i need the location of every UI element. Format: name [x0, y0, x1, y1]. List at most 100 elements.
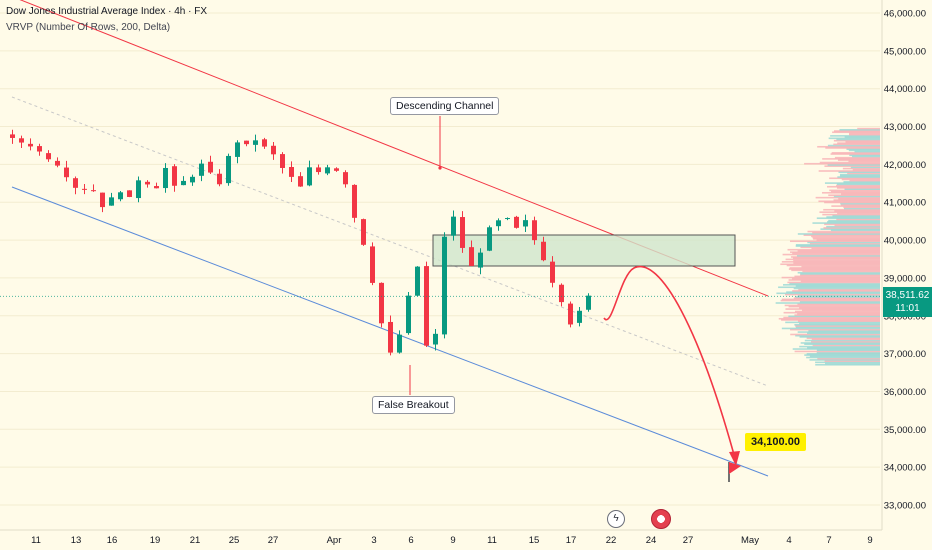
volume-profile-bar	[791, 269, 880, 272]
volume-profile-bar	[837, 176, 880, 178]
y-tick-label: 33,000.00	[884, 501, 926, 512]
candle	[316, 167, 321, 173]
indicator-label[interactable]: VRVP (Number Of Rows, 200, Delta)	[6, 22, 171, 33]
candle	[172, 166, 177, 186]
volume-profile-bar	[827, 144, 880, 147]
target-flag-icon	[729, 462, 741, 474]
volume-profile-bar	[845, 141, 880, 143]
volume-profile-bar	[816, 351, 880, 354]
candle	[559, 284, 564, 303]
volume-profile-bar	[818, 200, 880, 203]
false-breakout-callout[interactable]: False Breakout	[372, 396, 455, 414]
volume-profile-bar	[813, 238, 880, 240]
volume-profile-bar	[836, 183, 880, 186]
bolt-icon[interactable]: ϟ	[607, 510, 625, 528]
volume-profile-bar	[798, 288, 880, 291]
volume-profile-bar	[795, 334, 880, 337]
volume-profile-bar	[836, 138, 880, 141]
volume-profile-bar	[841, 193, 880, 195]
volume-profile-bar	[811, 247, 880, 250]
candle	[73, 178, 78, 188]
volume-profile-bar	[776, 292, 880, 295]
volume-profile-bar	[844, 136, 880, 138]
volume-profile-bar	[818, 170, 880, 172]
candle	[154, 186, 159, 189]
volume-profile-bar	[833, 195, 880, 198]
volume-profile-bar	[840, 202, 880, 205]
volume-profile-bar	[828, 137, 880, 140]
volume-profile-bar	[788, 315, 880, 318]
candle	[271, 145, 276, 155]
candle	[10, 134, 15, 138]
volume-profile-bar	[800, 274, 880, 276]
candle	[433, 333, 438, 345]
volume-profile-bar	[781, 298, 880, 301]
volume-profile-bar	[842, 167, 880, 170]
candle	[253, 140, 258, 145]
volume-profile-bar	[790, 256, 880, 258]
volume-profile-bar	[799, 307, 880, 309]
candle	[361, 219, 366, 245]
volume-profile-bar	[837, 159, 880, 161]
candle	[568, 303, 573, 325]
candle	[478, 252, 483, 268]
current-price-value: 38,511.62	[885, 290, 930, 301]
volume-profile-bar	[830, 135, 880, 137]
volume-profile-bar	[807, 332, 880, 335]
volume-profile-bar	[781, 327, 880, 330]
volume-profile-bar	[830, 153, 880, 155]
volume-profile-bar	[829, 189, 880, 192]
x-tick-label: 16	[107, 535, 118, 546]
target-price-label[interactable]: 34,100.00	[745, 433, 806, 451]
volume-profile-bar	[775, 302, 880, 304]
volume-profile-bar	[824, 362, 880, 365]
volume-profile-bar	[799, 345, 880, 348]
volume-profile-bar	[837, 142, 880, 144]
volume-profile-bar	[807, 230, 880, 233]
projection-path	[603, 265, 737, 463]
y-tick-label: 42,000.00	[884, 160, 926, 171]
candle	[280, 154, 285, 168]
volume-profile-bar	[799, 300, 880, 303]
candle	[136, 180, 141, 199]
candle	[289, 167, 294, 177]
volume-profile-bar	[828, 194, 880, 197]
candle	[325, 167, 330, 174]
volume-profile-bar	[793, 287, 880, 290]
volume-profile-bar	[804, 354, 880, 356]
volume-profile-bar	[811, 338, 880, 341]
candle	[424, 266, 429, 346]
volume-profile-bar	[795, 326, 880, 329]
descending-channel-callout[interactable]: Descending Channel	[390, 97, 500, 115]
volume-profile-bar	[790, 333, 880, 336]
volume-profile-bar	[788, 279, 880, 281]
x-tick-label: 22	[606, 535, 617, 546]
volume-profile-bar	[786, 264, 880, 267]
volume-profile-bar	[834, 224, 880, 227]
volume-profile-bar	[819, 211, 880, 213]
volume-profile-bar	[820, 228, 880, 230]
volume-profile-bar	[848, 160, 880, 163]
volume-profile-bar	[803, 234, 880, 236]
volume-profile-bar	[807, 241, 880, 244]
volume-profile-bar	[792, 252, 880, 255]
volume-profile-bar	[828, 219, 880, 222]
volume-profile-bar	[819, 161, 880, 164]
volume-profile-bar	[832, 215, 880, 217]
volume-profile-bar	[849, 154, 880, 157]
volume-profile-bar	[784, 293, 880, 296]
candle	[19, 138, 24, 143]
volume-profile-bar	[793, 262, 880, 264]
candle	[64, 167, 69, 178]
volume-profile-bar	[797, 320, 880, 322]
volume-profile-bar	[799, 322, 880, 325]
volume-profile-bar	[801, 265, 880, 268]
volume-profile-bar	[792, 348, 880, 350]
us-flag-icon[interactable]	[651, 509, 671, 529]
volume-profile-bar	[785, 258, 880, 261]
candle	[415, 266, 420, 296]
volume-profile-bar	[783, 311, 880, 314]
x-tick-label: 21	[190, 535, 201, 546]
volume-profile-bar	[793, 297, 880, 299]
